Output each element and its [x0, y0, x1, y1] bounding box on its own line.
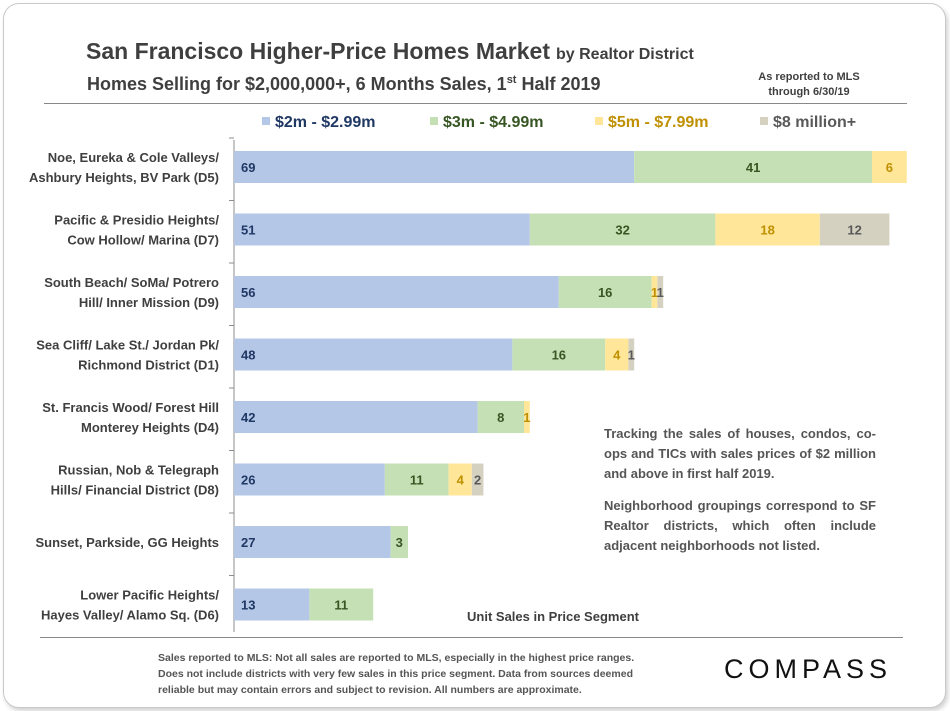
footer-line-1: Sales reported to MLS: Not all sales are… [158, 652, 635, 664]
annotation-paragraph-1: Tracking the sales of houses, condos, co… [604, 426, 876, 481]
chart-annotation: Tracking the sales of houses, condos, co… [604, 424, 876, 568]
bar-segment-2 [872, 151, 907, 183]
bar-data-label: 48 [241, 348, 255, 363]
slide-frame: San Francisco Higher-Price Homes Market b… [3, 3, 946, 708]
chart-subtitle: Homes Selling for $2,000,000+, 6 Months … [87, 74, 601, 95]
category-label: Cow Hollow/ Marina (D7) [67, 233, 219, 248]
bar-data-label: 27 [241, 535, 255, 550]
category-label: Pacific & Presidio Heights/ [54, 213, 219, 228]
bar-segment-1 [309, 588, 374, 621]
bar-data-label: 2 [474, 473, 481, 488]
mls-note-line-1: As reported to MLS [758, 71, 860, 83]
bar-data-label: 32 [615, 223, 629, 238]
bar-segment-0 [234, 338, 513, 371]
bar-segment-2 [605, 338, 629, 371]
legend-label-2: $5m - $7.99m [608, 114, 709, 131]
bar-segment-1 [529, 213, 716, 246]
bar-segment-0 [234, 588, 310, 621]
bar-segment-1 [384, 463, 449, 496]
bar-data-label: 26 [241, 473, 255, 488]
category-label: Hills/ Financial District (D8) [51, 483, 219, 498]
bar-data-label: 4 [613, 348, 621, 363]
bar-segment-0 [234, 213, 530, 246]
bar-data-label: 56 [241, 285, 255, 300]
category-label: Hill/ Inner Mission (D9) [79, 295, 219, 310]
bar-segment-1 [390, 526, 408, 558]
bar-segment-3 [628, 338, 635, 371]
category-label: South Beach/ SoMa/ Potrero [44, 275, 219, 290]
category-label: Hayes Valley/ Alamo Sq. (D6) [41, 608, 219, 623]
category-label: Ashbury Heights, BV Park (D5) [29, 170, 219, 185]
bar-data-label: 1 [628, 348, 635, 363]
category-label: Noe, Eureka & Cole Valleys/ [48, 150, 220, 165]
category-label: St. Francis Wood/ Forest Hill [42, 400, 219, 415]
category-label: Lower Pacific Heights/ [80, 588, 219, 603]
bar-data-label: 3 [396, 535, 403, 550]
x-axis-title: Unit Sales in Price Segment [467, 609, 640, 624]
chart-title-suffix: by Realtor District [556, 46, 694, 63]
legend-swatch-2 [595, 117, 603, 125]
chart-title-main: San Francisco Higher-Price Homes Market [86, 38, 550, 64]
bar-segment-1 [512, 338, 606, 371]
subtitle-main: Homes Selling for $2,000,000+, 6 Months … [87, 74, 507, 94]
mls-note: As reported to MLS through 6/30/19 [734, 70, 884, 100]
bar-data-label: 11 [334, 598, 348, 613]
legend-label-0: $2m - $2.99m [275, 114, 376, 131]
bar-segment-0 [234, 401, 478, 433]
bar-data-label: 16 [598, 285, 612, 300]
subtitle-superscript: st [506, 74, 517, 86]
bar-data-label: 69 [241, 160, 255, 175]
legend-label-3: $8 million+ [773, 114, 856, 131]
bar-data-label: 11 [410, 473, 424, 488]
bar-data-label: 18 [760, 223, 774, 238]
bar-data-label: 51 [241, 223, 255, 238]
bar-data-label: 8 [497, 410, 504, 425]
bar-segment-2 [651, 276, 658, 308]
category-label: Richmond District (D1) [78, 358, 219, 373]
category-label: Sea Cliff/ Lake St./ Jordan Pk/ [36, 338, 219, 353]
bar-data-label: 1 [523, 410, 530, 425]
footer-disclaimer: Sales reported to MLS: Not all sales are… [158, 650, 698, 698]
bar-segment-3 [471, 463, 484, 496]
legend-swatch-1 [430, 117, 438, 125]
bar-segment-2 [448, 463, 472, 496]
footer-line-3: reliable but may contain errors and subj… [158, 684, 582, 696]
category-label: Sunset, Parkside, GG Heights [36, 535, 220, 550]
category-label: Russian, Nob & Telegraph [58, 463, 219, 478]
legend-label-1: $3m - $4.99m [443, 114, 544, 131]
mls-note-line-2: through 6/30/19 [768, 86, 850, 98]
compass-logo: COMPASS [724, 654, 893, 684]
bar-data-label: 4 [457, 473, 465, 488]
bar-data-label: 41 [746, 160, 760, 175]
bar-segment-3 [819, 213, 890, 246]
bar-segment-1 [558, 276, 652, 308]
legend-swatch-3 [760, 117, 768, 125]
bottom-divider [40, 637, 903, 638]
bar-data-label: 13 [241, 598, 255, 613]
bar-segment-0 [234, 276, 559, 308]
bar-segment-0 [234, 151, 635, 183]
annotation-paragraph-2: Neighborhood groupings correspond to SF … [604, 498, 876, 553]
chart-title: San Francisco Higher-Price Homes Market b… [86, 38, 694, 65]
bar-data-label: 12 [847, 223, 861, 238]
bar-segment-1 [477, 401, 524, 433]
bar-segment-0 [234, 463, 385, 496]
bar-segment-2 [524, 401, 530, 433]
bar-segment-0 [234, 526, 391, 558]
bar-segment-3 [657, 276, 664, 308]
legend-swatch-0 [262, 117, 270, 125]
bar-data-label: 1 [657, 285, 664, 300]
bar-data-label: 1 [651, 285, 658, 300]
bar-data-label: 6 [886, 160, 893, 175]
bar-data-label: 16 [552, 348, 566, 363]
category-label: Monterey Heights (D4) [81, 420, 219, 435]
top-divider [44, 103, 907, 104]
bar-segment-1 [634, 151, 872, 183]
bar-segment-2 [715, 213, 820, 246]
bar-data-label: 42 [241, 410, 255, 425]
subtitle-end: Half 2019 [516, 74, 601, 94]
footer-line-2: Does not include districts with very few… [158, 668, 633, 680]
